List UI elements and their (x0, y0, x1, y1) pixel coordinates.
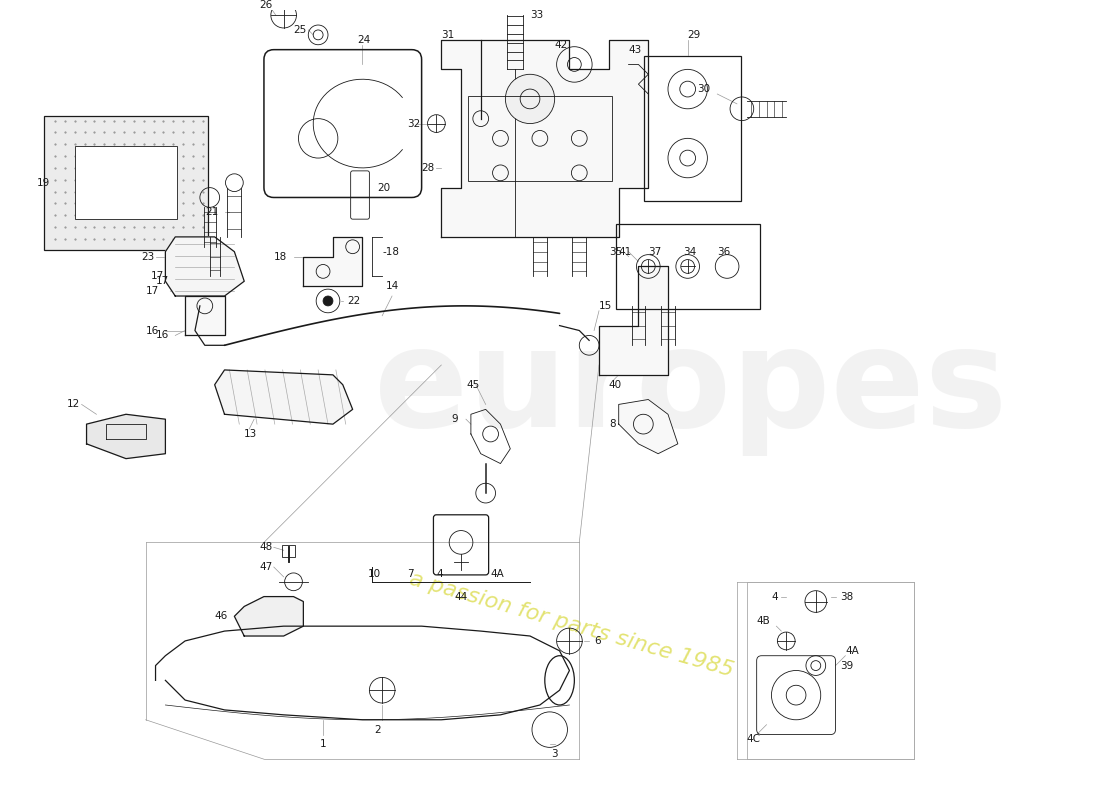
Text: 36: 36 (717, 246, 730, 257)
Text: 30: 30 (697, 84, 711, 94)
Text: 28: 28 (421, 163, 434, 173)
Text: 43: 43 (628, 45, 641, 54)
Text: 31: 31 (441, 30, 454, 40)
Text: 46: 46 (214, 611, 228, 622)
Text: -18: -18 (382, 246, 399, 257)
Text: 10: 10 (367, 569, 381, 579)
Text: 35: 35 (609, 246, 623, 257)
Text: 8: 8 (609, 419, 616, 429)
Text: 18: 18 (274, 252, 287, 262)
Text: 14: 14 (385, 281, 398, 291)
Text: 12: 12 (67, 399, 80, 410)
Text: europes: europes (374, 321, 1008, 456)
Text: 15: 15 (600, 301, 613, 311)
Text: 45: 45 (466, 380, 480, 390)
Polygon shape (600, 266, 668, 375)
Polygon shape (185, 296, 224, 335)
Text: 4: 4 (437, 569, 443, 579)
Polygon shape (234, 597, 304, 636)
Text: 17: 17 (145, 286, 158, 296)
Text: 7: 7 (407, 569, 414, 579)
Text: 1: 1 (320, 739, 327, 750)
Text: a passion for parts since 1985: a passion for parts since 1985 (407, 569, 736, 681)
Text: 22: 22 (348, 296, 361, 306)
Polygon shape (304, 237, 363, 286)
FancyBboxPatch shape (44, 116, 208, 250)
Text: 6: 6 (594, 636, 601, 646)
Text: 4A: 4A (846, 646, 859, 656)
Text: 16: 16 (155, 330, 168, 341)
Text: 32: 32 (407, 118, 420, 129)
Text: 37: 37 (648, 246, 661, 257)
Text: 4B: 4B (757, 616, 770, 626)
Text: 17: 17 (151, 271, 164, 282)
Text: 21: 21 (205, 207, 218, 218)
Polygon shape (618, 399, 678, 454)
Bar (282, 546, 296, 557)
Text: 33: 33 (530, 10, 543, 20)
Circle shape (323, 296, 333, 306)
Text: 4A: 4A (491, 569, 504, 579)
Text: 2: 2 (374, 725, 381, 734)
Text: 26: 26 (258, 0, 273, 10)
Text: 48: 48 (258, 542, 273, 552)
Polygon shape (441, 40, 648, 237)
Polygon shape (87, 414, 165, 458)
Text: 13: 13 (244, 429, 257, 439)
Text: 47: 47 (258, 562, 273, 572)
Text: 17: 17 (155, 276, 168, 286)
Polygon shape (214, 370, 353, 424)
Text: 44: 44 (454, 591, 467, 602)
Text: 23: 23 (141, 252, 154, 262)
Text: 39: 39 (840, 661, 854, 670)
Text: 41: 41 (618, 246, 632, 257)
Text: 38: 38 (840, 591, 854, 602)
FancyBboxPatch shape (75, 146, 177, 219)
Text: 4C: 4C (747, 734, 761, 745)
Text: 4: 4 (771, 591, 778, 602)
Text: 16: 16 (145, 326, 158, 335)
Text: 40: 40 (609, 380, 622, 390)
Text: 19: 19 (37, 178, 51, 188)
Text: 3: 3 (551, 750, 558, 759)
Circle shape (505, 74, 554, 123)
Text: 25: 25 (294, 25, 307, 35)
Text: 34: 34 (683, 246, 696, 257)
Text: 9: 9 (451, 414, 458, 424)
Text: 42: 42 (554, 40, 568, 50)
Text: 29: 29 (688, 30, 701, 40)
Polygon shape (165, 237, 244, 296)
Text: 24: 24 (358, 35, 371, 45)
Text: 20: 20 (377, 182, 390, 193)
